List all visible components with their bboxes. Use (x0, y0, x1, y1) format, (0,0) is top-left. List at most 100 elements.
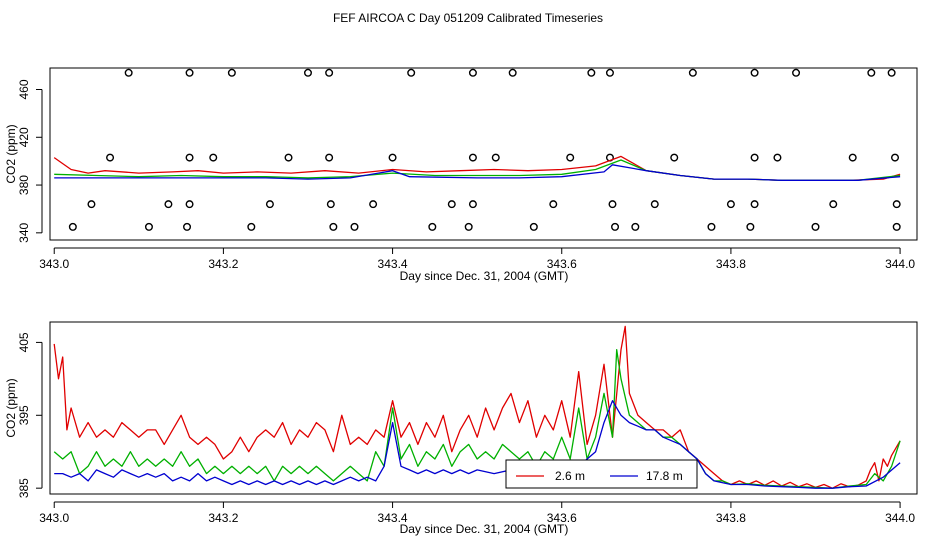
bottom-x-axis: 343.0 343.2 343.4 343.6 343.8 344.0 (39, 501, 915, 525)
top-calibration-point (68, 222, 77, 231)
legend-label-17-8m: 17.8 m (646, 469, 683, 483)
bottom-x-tick-label: 343.4 (378, 511, 408, 525)
top-calibration-point (867, 68, 876, 77)
top-calibration-point (773, 153, 782, 162)
bottom-series-17-8-m (54, 400, 901, 489)
top-calibration-point (650, 200, 659, 209)
top-y-axis: 340 380 420 460 (17, 79, 43, 243)
top-y-axis-label: CO2 (ppm) (4, 124, 18, 183)
top-plot-frame (49, 67, 918, 241)
top-calibration-point (726, 200, 735, 209)
top-x-axis-label: Day since Dec. 31, 2004 (GMT) (400, 269, 569, 283)
top-calibration-point (369, 200, 378, 209)
top-calibration-point (491, 153, 500, 162)
top-calibration-point (388, 153, 397, 162)
top-calibration-point (508, 68, 517, 77)
top-calibration-point (829, 200, 838, 209)
top-calibration-point (892, 200, 901, 209)
top-calibration-point (670, 153, 679, 162)
top-calibration-point (87, 200, 96, 209)
top-calibration-point (529, 222, 538, 231)
top-calibration-point (227, 68, 236, 77)
top-calibration-point (185, 200, 194, 209)
top-calibration-point (566, 153, 575, 162)
top-calibration-point (631, 222, 640, 231)
top-series-17-8-m (54, 164, 901, 181)
top-y-tick-label: 340 (17, 223, 31, 243)
top-calibration-point (688, 68, 697, 77)
top-x-tick-label: 343.0 (39, 257, 69, 271)
top-calibration-point (329, 222, 338, 231)
top-calibration-point (587, 68, 596, 77)
bottom-y-tick-label: 385 (17, 478, 31, 498)
top-x-tick-label: 343.4 (378, 257, 408, 271)
top-calibration-point (325, 153, 334, 162)
top-calibration-point (848, 153, 857, 162)
top-calibration-point (750, 200, 759, 209)
bottom-x-tick-label: 343.2 (208, 511, 238, 525)
top-calibration-point (468, 153, 477, 162)
bottom-plot-frame (49, 321, 918, 495)
top-panel: 343.0 343.2 343.4 343.6 343.8 344.0 340 380 420… (4, 67, 918, 283)
bottom-series-lines (53, 325, 901, 489)
top-calibration-point (183, 222, 192, 231)
top-y-tick-label: 460 (17, 79, 31, 99)
top-calibration-point (792, 68, 801, 77)
top-calibration-point (325, 68, 334, 77)
top-y-tick-label: 380 (17, 175, 31, 195)
chart-title: FEF AIRCOA C Day 051209 Calibrated Times… (333, 11, 603, 25)
top-calibration-point (707, 222, 716, 231)
top-calibration-markers (68, 68, 901, 231)
bottom-x-tick-label: 344.0 (885, 511, 915, 525)
top-x-tick-label: 343.6 (547, 257, 577, 271)
bottom-series-2-6-m (53, 325, 901, 489)
top-x-axis: 343.0 343.2 343.4 343.6 343.8 344.0 (39, 247, 915, 271)
top-calibration-point (164, 200, 173, 209)
top-series-lines (53, 155, 901, 181)
bottom-x-tick-label: 343.8 (716, 511, 746, 525)
top-calibration-point (549, 200, 558, 209)
top-calibration-point (144, 222, 153, 231)
top-calibration-point (887, 68, 896, 77)
bottom-y-axis-label: CO2 (ppm) (4, 378, 18, 437)
top-x-tick-label: 344.0 (885, 257, 915, 271)
top-calibration-point (428, 222, 437, 231)
top-calibration-point (750, 68, 759, 77)
top-calibration-point (185, 68, 194, 77)
top-calibration-point (605, 68, 614, 77)
bottom-y-axis: 385 395 405 (17, 332, 43, 498)
top-calibration-point (326, 200, 335, 209)
bottom-x-tick-label: 343.0 (39, 511, 69, 525)
top-calibration-point (811, 222, 820, 231)
top-calibration-point (608, 200, 617, 209)
top-calibration-point (303, 68, 312, 77)
top-calibration-point (284, 153, 293, 162)
top-x-tick-label: 343.2 (208, 257, 238, 271)
top-calibration-point (209, 153, 218, 162)
top-calibration-point (746, 222, 755, 231)
bottom-x-axis-label: Day since Dec. 31, 2004 (GMT) (400, 522, 569, 536)
top-calibration-point (468, 68, 477, 77)
top-calibration-point (407, 68, 416, 77)
top-calibration-point (350, 222, 359, 231)
bottom-x-tick-label: 343.6 (547, 511, 577, 525)
top-calibration-point (892, 222, 901, 231)
legend: 2.6 m 17.8 m (505, 459, 698, 489)
bottom-y-tick-label: 395 (17, 405, 31, 425)
top-calibration-point (447, 200, 456, 209)
top-x-tick-label: 343.8 (716, 257, 746, 271)
legend-label-2-6m: 2.6 m (555, 469, 585, 483)
top-calibration-point (106, 153, 115, 162)
top-y-tick-label: 420 (17, 127, 31, 147)
top-calibration-point (468, 200, 477, 209)
legend-box (505, 459, 698, 489)
top-calibration-point (464, 222, 473, 231)
top-calibration-point (891, 153, 900, 162)
top-calibration-point (247, 222, 256, 231)
top-calibration-point (611, 222, 620, 231)
top-calibration-point (124, 68, 133, 77)
bottom-series-9-1-m (53, 349, 901, 489)
bottom-y-tick-label: 405 (17, 332, 31, 352)
bottom-panel: 343.0 343.2 343.4 343.6 343.8 344.0 385 395 405… (4, 321, 918, 536)
